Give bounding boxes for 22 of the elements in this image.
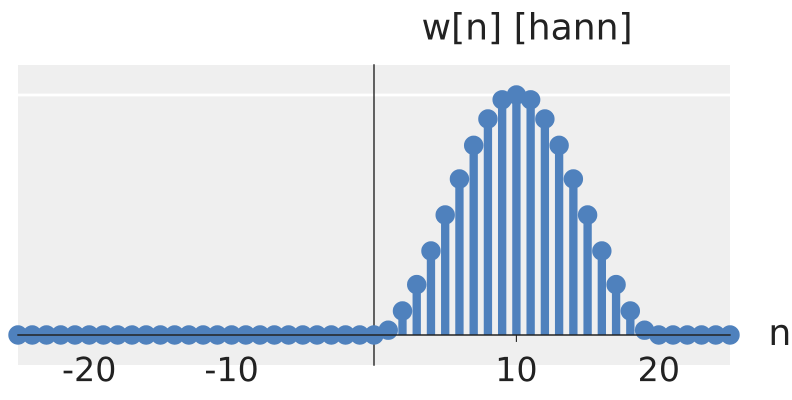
- point: [535, 109, 555, 129]
- point: [392, 301, 412, 321]
- point: [435, 205, 455, 225]
- point: [406, 274, 426, 294]
- x-tick-label: 10: [498, 356, 536, 382]
- point: [378, 320, 398, 340]
- point: [421, 241, 441, 261]
- x-axis-title: n: [772, 324, 788, 345]
- point: [578, 205, 598, 225]
- point: [606, 274, 626, 294]
- point: [450, 169, 470, 189]
- x-tick-label: -10: [206, 356, 257, 382]
- x-tick-label: 20: [640, 356, 678, 382]
- point: [520, 90, 540, 110]
- x-tick-label: -20: [64, 356, 114, 382]
- point: [564, 169, 584, 189]
- point: [549, 136, 569, 156]
- point: [478, 109, 498, 129]
- point: [464, 136, 484, 156]
- point: [620, 301, 640, 321]
- chart-title: w[n] [hann]: [423, 12, 630, 44]
- point: [592, 241, 612, 261]
